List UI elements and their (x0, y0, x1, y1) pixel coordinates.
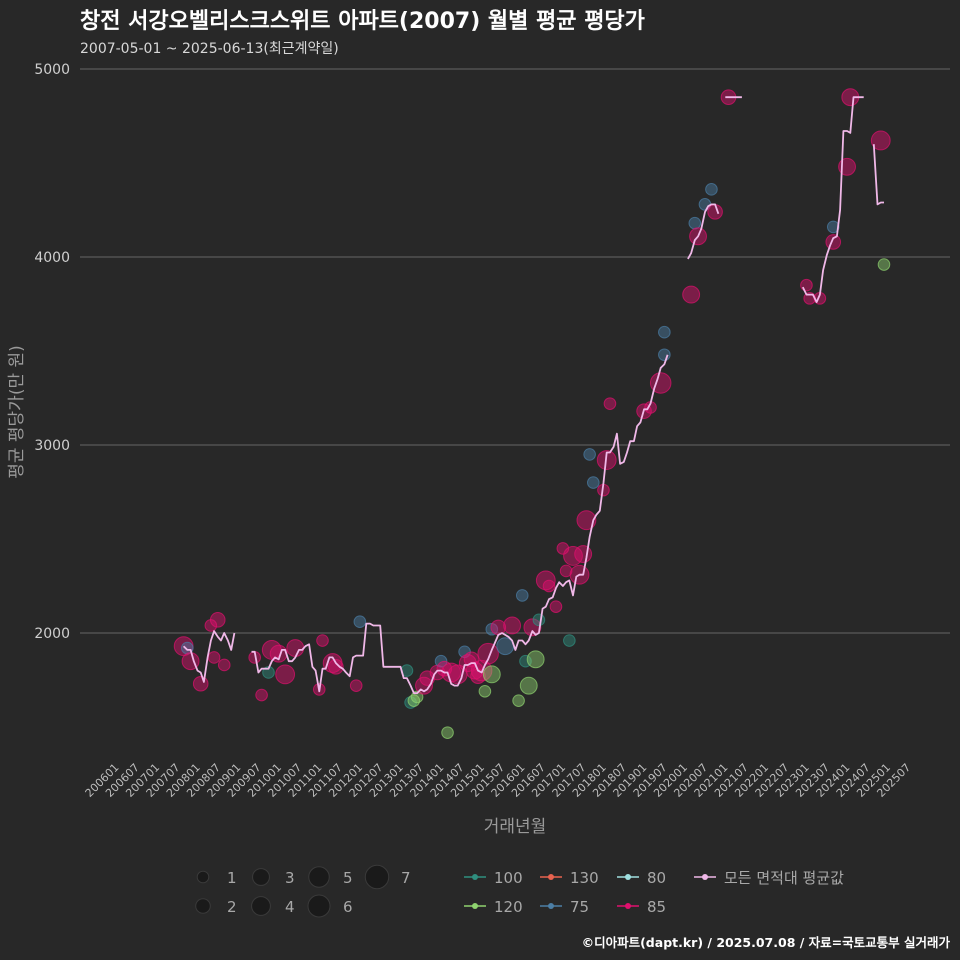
data-point (800, 278, 813, 292)
size-legend-marker (308, 866, 330, 888)
color-legend-label: 85 (647, 898, 666, 916)
average-line-segment (872, 144, 884, 206)
y-tick-label: 4000 (34, 250, 70, 266)
data-point (532, 613, 546, 627)
data-point (870, 130, 891, 151)
data-point (512, 694, 525, 707)
color-legend-label: 80 (647, 869, 666, 887)
color-legend-label: 100 (494, 869, 523, 887)
size-legend-marker (252, 868, 270, 886)
data-point (286, 639, 305, 657)
data-point (574, 545, 593, 563)
data-point (192, 675, 209, 692)
data-point (275, 664, 296, 685)
average-line-segment (801, 96, 864, 303)
source-caption: ©디아파트(dapt.kr) / 2025.07.08 / 자료=국토교통부 실… (582, 935, 951, 950)
chart-subtitle: 2007-05-01 ~ 2025-06-13(최근계약일) (80, 41, 339, 57)
color-legend-dot (548, 874, 554, 880)
data-point (649, 372, 672, 394)
data-point (255, 688, 268, 702)
data-point (515, 589, 529, 602)
data-point (503, 616, 522, 635)
data-point (682, 285, 701, 304)
color-legend-dot (625, 903, 631, 909)
data-point (349, 679, 363, 692)
data-point (316, 634, 329, 647)
color-legend-dot (548, 903, 554, 909)
average-line-segment (251, 354, 669, 695)
data-point (482, 665, 501, 684)
average-line-segment (182, 630, 236, 683)
data-point (556, 542, 570, 555)
size-legend-label: 3 (285, 869, 295, 887)
size-legend-marker (196, 870, 210, 884)
color-legend-label: 75 (570, 898, 589, 916)
color-legend-label: 모든 면적대 평균값 (724, 869, 844, 887)
data-point (549, 600, 563, 613)
size-legend-label: 7 (401, 869, 411, 887)
chart-title: 창전 서강오벨리스크스위트 아파트(2007) 월별 평균 평당가 (80, 9, 645, 34)
data-point (688, 216, 702, 230)
size-legend-marker (307, 894, 331, 918)
data-point (519, 676, 538, 695)
data-points (173, 88, 891, 739)
data-point (526, 650, 545, 669)
data-point (441, 726, 454, 739)
data-point (658, 348, 671, 362)
data-point (535, 570, 556, 591)
color-legend-dot (472, 903, 478, 909)
y-tick-label: 2000 (34, 626, 70, 642)
data-point (542, 579, 556, 593)
data-point (559, 564, 573, 578)
y-tick-label: 3000 (34, 438, 70, 454)
size-legend: 1 2 3 4 5 6 7 (195, 864, 411, 918)
size-legend-label: 2 (227, 898, 237, 916)
size-legend-label: 5 (343, 869, 353, 887)
size-legend-marker (364, 864, 390, 890)
data-point (353, 615, 367, 629)
color-legend-dot (472, 874, 478, 880)
data-point (587, 476, 600, 489)
size-legend-label: 6 (343, 898, 353, 916)
data-point (877, 258, 891, 271)
average-line (182, 96, 884, 695)
x-axis-label: 거래년월 (484, 817, 547, 837)
data-point (825, 234, 842, 250)
data-point (583, 448, 596, 461)
y-tick-label: 5000 (34, 62, 70, 78)
data-point (207, 651, 221, 664)
data-point (478, 684, 492, 698)
data-point (603, 397, 617, 410)
data-point (826, 220, 840, 234)
data-point (328, 659, 344, 675)
size-legend-marker (251, 896, 271, 916)
data-point (209, 612, 226, 628)
color-legend-dot (625, 874, 631, 880)
average-line-segment (687, 203, 720, 260)
data-point (705, 183, 718, 196)
data-point (576, 510, 597, 531)
color-legend-dot (702, 874, 708, 880)
size-legend-label: 1 (227, 869, 237, 887)
y-tick-labels: 2000 3000 4000 5000 (34, 62, 70, 642)
y-axis-label: 평균 평당가(만 원) (7, 345, 27, 479)
color-legend-label: 130 (570, 869, 599, 887)
size-legend-label: 4 (285, 898, 295, 916)
data-point (658, 325, 671, 339)
color-legend-label: 120 (494, 898, 523, 916)
data-point (523, 618, 542, 637)
data-point (217, 658, 231, 672)
size-legend-marker (195, 898, 211, 914)
data-point (563, 634, 576, 647)
area-color-legend: 100 120 130 75 80 85 모든 면적대 평균값 (464, 869, 844, 916)
